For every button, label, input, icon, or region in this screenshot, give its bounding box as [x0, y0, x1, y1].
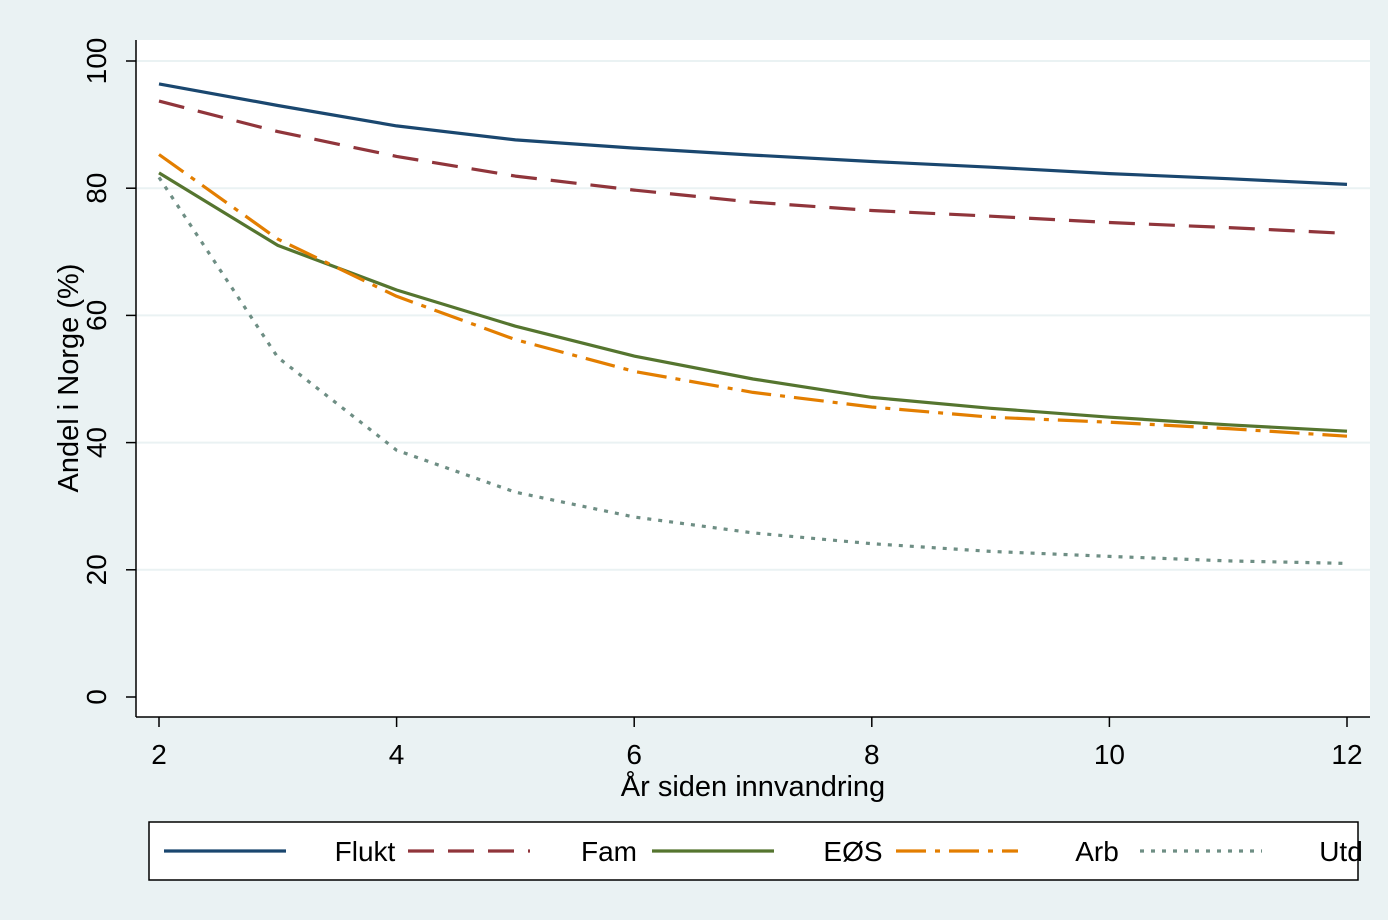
y-tick-label: 0 [81, 689, 112, 705]
y-tick-label: 100 [81, 38, 112, 85]
series-line-fam [158, 99, 1348, 235]
grid-lines [136, 60, 1370, 571]
x-tick-label: 12 [1331, 739, 1362, 770]
series-line-flukt [158, 82, 1348, 186]
series-line-arb [158, 153, 1348, 438]
x-tick-label: 10 [1094, 739, 1125, 770]
legend: Flukt Fam EØS Arb Utd [148, 821, 1363, 881]
legend-label: EØS [823, 836, 882, 867]
y-tick-label: 20 [81, 554, 112, 585]
y-tick-label: 40 [81, 427, 112, 458]
x-tick-label: 8 [864, 739, 880, 770]
legend-label: Flukt [335, 836, 396, 867]
y-tick-label: 60 [81, 300, 112, 331]
y-axis-title: Andel i Norge (%) [53, 264, 85, 493]
x-axis-title: År siden innvandring [621, 770, 885, 803]
series-line-eøs [158, 171, 1348, 433]
x-tick-label: 6 [626, 739, 642, 770]
legend-label: Fam [581, 836, 637, 867]
y-tick-label: 80 [81, 173, 112, 204]
x-tick-label: 2 [151, 739, 167, 770]
x-tick-label: 4 [389, 739, 405, 770]
legend-label: Arb [1075, 836, 1119, 867]
series-lines [157, 82, 1348, 565]
axes: 0 20 40 60 80 100 2 4 6 8 10 12 [81, 38, 1370, 770]
legend-label: Utd [1319, 836, 1363, 867]
